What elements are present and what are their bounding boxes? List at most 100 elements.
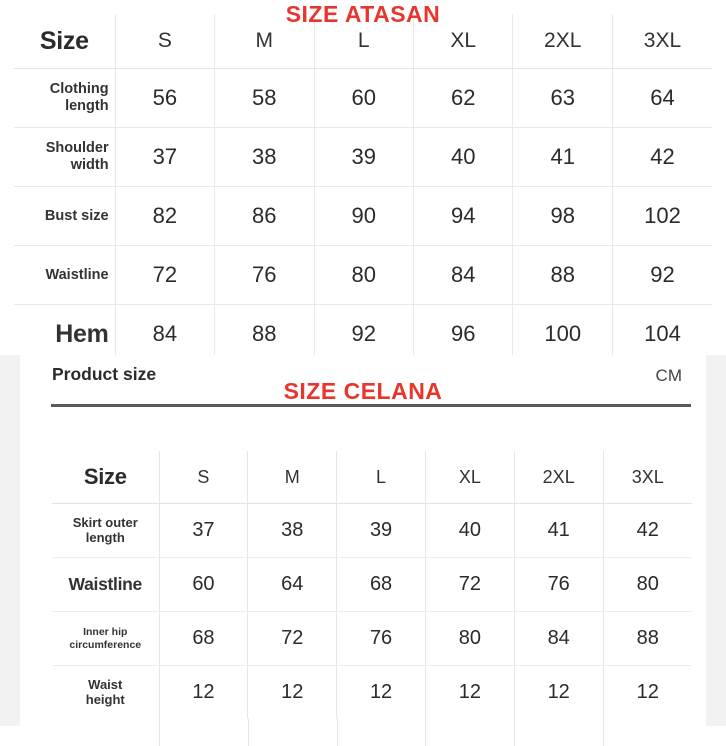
bottom-table-value: 64 [281, 573, 304, 595]
bottom-size-table: Size S M L XL 2XL 3XL Skirt outer length 37 38 39 40… [52, 451, 692, 719]
bottom-table-value-cell: 80 [602, 557, 692, 612]
product-size-label: Product size [52, 364, 157, 384]
bottom-table-column-header-xl: XL [424, 451, 515, 504]
bottom-size-section: Product size CM Size S M L XL 2XL 3XL Skirt out… [0, 355, 726, 746]
top-size-section: Size S M L XL 2XL 3XL Clothing length 56 58 60 62 63 6… [0, 0, 726, 363]
top-table-value: 56 [152, 85, 178, 110]
bottom-table-value: 72 [281, 627, 304, 649]
top-table-column-header-label: M [255, 29, 274, 52]
bottom-table-column-header-label: L [376, 466, 387, 487]
top-table-value: 96 [450, 321, 476, 346]
bottom-table-value-cell: 80 [424, 611, 515, 666]
top-table-value: 39 [351, 144, 376, 169]
bottom-table-value: 12 [369, 681, 393, 703]
bottom-table-column-header-label: XL [458, 466, 481, 487]
bottom-table-value: 84 [547, 627, 570, 649]
bottom-table-row: Waistline 60 64 68 72 76 80 [52, 557, 692, 612]
top-table-row: Bust size 82 86 90 94 98 102 [14, 186, 712, 246]
top-table-row-label-cell: Bust size [14, 186, 116, 246]
top-table-value-cell: 38 [214, 127, 315, 187]
top-table-value: 94 [450, 203, 476, 228]
bottom-table-value-cell: 12 [336, 665, 426, 719]
bottom-table-row-label-line: Waistline [68, 574, 143, 595]
top-table-value-cell: 92 [611, 245, 712, 305]
top-table-value-cell: 41 [512, 127, 613, 187]
top-table-value-cell: 96 [412, 304, 513, 363]
bottom-table-value-cell: 12 [247, 665, 337, 719]
top-table-value-cell: 72 [114, 245, 215, 305]
section-divider-rule [51, 404, 691, 407]
top-table-value-cell: 84 [412, 245, 513, 305]
top-table-corner-label: Size [39, 26, 89, 55]
top-table-value: 98 [550, 203, 575, 228]
bottom-table-value-cell: 68 [158, 611, 248, 666]
top-table-value: 76 [252, 262, 277, 287]
bottom-table-value: 60 [192, 573, 215, 595]
bottom-table-column-header-2xl: 2XL [513, 451, 604, 504]
top-table-column-header-label: L [357, 29, 370, 52]
top-table-value: 92 [351, 321, 376, 346]
top-table-value: 60 [351, 85, 376, 110]
top-table-body: Size S M L XL 2XL 3XL Clothing length 56 58 60 62 63 6… [14, 14, 712, 363]
bottom-table-value: 80 [636, 573, 659, 595]
top-table-value: 84 [152, 321, 178, 346]
top-table-value: 80 [351, 262, 376, 287]
bottom-table-value-cell: 12 [424, 665, 515, 719]
bottom-table-value: 39 [369, 519, 393, 541]
top-table-value: 104 [644, 321, 681, 346]
bottom-table-value-cell: 88 [602, 611, 692, 666]
top-table-column-header-2xl: 2XL [512, 14, 613, 69]
top-table-value: 42 [650, 144, 675, 169]
top-size-table: Size S M L XL 2XL 3XL Clothing length 56 58 60 62 63 6… [14, 14, 712, 363]
top-table-row: Waistline 72 76 80 84 88 92 [14, 245, 712, 305]
top-table-row-label-line: Hem [55, 319, 109, 348]
top-table-column-header-m: M [214, 14, 315, 69]
top-table-value: 37 [152, 144, 178, 169]
top-table-value: 100 [544, 321, 582, 346]
bottom-table-value-cell: 12 [513, 665, 604, 719]
top-table-value-cell: 104 [611, 304, 712, 363]
bottom-table-column-header-label: 3XL [631, 466, 664, 487]
bottom-table-row-label: Waist height [52, 677, 159, 708]
bottom-table-value: 80 [458, 627, 481, 649]
top-table-row-label-line: Clothing [49, 81, 109, 98]
bottom-table-value: 76 [369, 627, 393, 649]
bottom-table-value: 40 [458, 519, 481, 541]
bottom-table-value-cell: 68 [336, 557, 426, 612]
top-table-value: 102 [644, 203, 681, 228]
top-table-value-cell: 37 [114, 127, 215, 187]
bottom-table-value: 12 [281, 681, 304, 703]
bottom-table-column-header-3xl: 3XL [602, 451, 692, 504]
top-table-row-label-line: Shoulder [45, 140, 109, 157]
bottom-table-value-cell: 76 [336, 611, 426, 666]
bottom-table-value-cell: 42 [602, 503, 692, 558]
top-table-value-cell: 80 [313, 245, 414, 305]
top-table-value-cell: 90 [313, 186, 414, 246]
bottom-table-header-row: Size S M L XL 2XL 3XL [52, 451, 692, 504]
bottom-table-value-cell: 12 [602, 665, 692, 719]
bottom-table-value-cell: 37 [158, 503, 248, 558]
top-table-row: Clothing length 56 58 60 62 63 64 [14, 68, 712, 128]
top-table-corner-cell: Size [14, 14, 116, 69]
top-table-value: 58 [252, 85, 277, 110]
top-table-value: 41 [550, 144, 575, 169]
top-table-value-cell: 60 [313, 68, 414, 128]
top-table-row-label-cell: Hem [14, 305, 115, 364]
top-table-row-label: Clothing length [14, 81, 115, 114]
top-table-value-cell: 40 [412, 127, 513, 187]
top-table-value-cell: 100 [512, 304, 613, 363]
top-table-value-cell: 82 [114, 186, 215, 246]
bottom-table-row: Skirt outer length 37 38 39 40 41 42 [52, 503, 692, 558]
top-table-row-label-line: length [65, 98, 109, 114]
bottom-table-column-header-label: 2XL [542, 466, 575, 487]
top-table-value: 64 [650, 85, 675, 110]
bottom-table-value: 38 [281, 519, 304, 541]
bottom-table-value: 76 [547, 573, 570, 595]
bottom-table-value: 68 [369, 573, 393, 595]
overlay-title-atasan: SIZE ATASAN [285, 1, 441, 27]
bottom-table-row-label: Waistline [52, 574, 159, 594]
bottom-table-corner-cell: Size [52, 451, 160, 504]
top-table-value-cell: 39 [313, 127, 414, 187]
top-table-row: Hem 84 88 92 96 100 104 [14, 304, 712, 364]
